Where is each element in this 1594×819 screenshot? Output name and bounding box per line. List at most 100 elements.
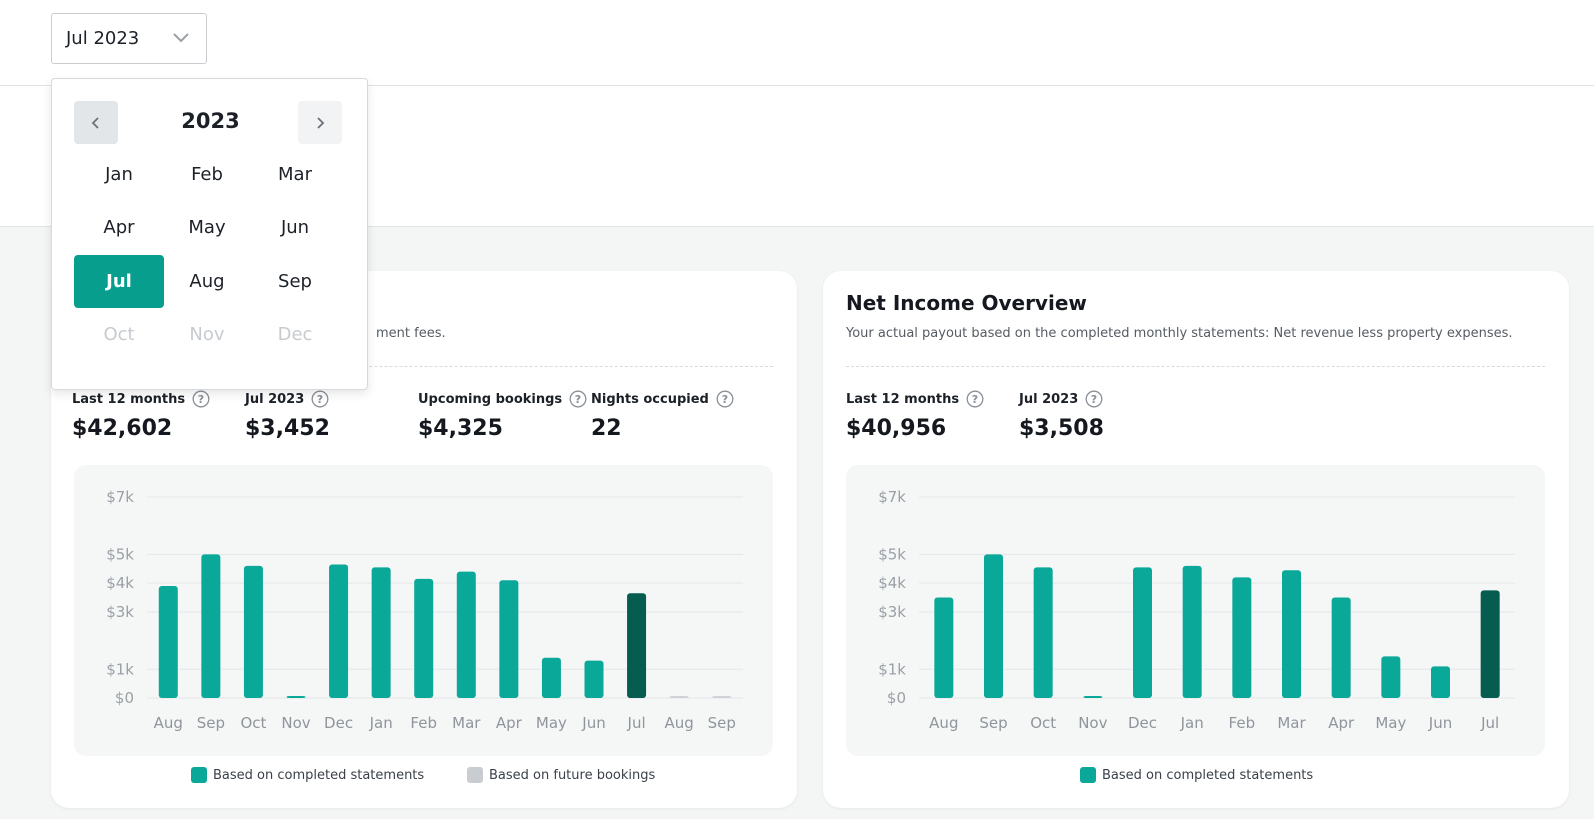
card-title: Net Income Overview: [846, 291, 1087, 315]
bar-oct[interactable]: [1033, 567, 1053, 698]
previous-year-button[interactable]: [74, 101, 118, 144]
legend-item-completed: Based on completed statements: [191, 767, 424, 783]
month-option-jul[interactable]: Jul: [74, 255, 164, 308]
bar-mar[interactable]: [456, 571, 476, 698]
month-option-sep[interactable]: Sep: [278, 271, 312, 292]
x-tick-label: Oct: [240, 714, 266, 732]
legend-label: Based on completed statements: [1102, 767, 1314, 783]
month-option-aug[interactable]: Aug: [189, 271, 225, 292]
bar-oct[interactable]: [243, 565, 263, 698]
legend-swatch: [467, 767, 483, 783]
svg-text:?: ?: [575, 393, 581, 406]
bar-apr[interactable]: [499, 580, 519, 698]
stat-last-12-months: Last 12 months ? $40,956: [846, 390, 984, 441]
stat-upcoming-bookings: Upcoming bookings ? $4,325: [418, 390, 587, 441]
x-tick-label: Jun: [1428, 714, 1452, 732]
bar-feb[interactable]: [414, 578, 434, 698]
bar-jun[interactable]: [584, 660, 604, 698]
y-tick-label: $5k: [878, 545, 906, 563]
bar-sep[interactable]: [712, 696, 732, 698]
month-option-may[interactable]: May: [188, 217, 226, 238]
top-bar: [0, 0, 1594, 86]
stat-value: $40,956: [846, 416, 947, 441]
x-tick-label: May: [1375, 714, 1406, 732]
gross-revenue-chart: $0 $1k $3k $4k $5k $7k Aug Sep Oct Nov Dec Jan Feb Ma…: [74, 465, 773, 756]
bar-jan[interactable]: [371, 567, 391, 698]
bar-aug[interactable]: [158, 586, 178, 698]
bar-chart-svg: $0 $1k $3k $4k $5k $7k Aug Sep Oct Nov Dec Jan Feb Ma…: [878, 488, 1515, 732]
bar-jul[interactable]: [627, 593, 647, 698]
stat-value: $3,508: [1019, 416, 1104, 441]
x-tick-label: Oct: [1030, 714, 1056, 732]
bar-aug[interactable]: [669, 696, 689, 698]
svg-text:?: ?: [722, 393, 728, 406]
month-option-jan[interactable]: Jan: [105, 164, 133, 185]
x-tick-label: Nov: [1078, 714, 1107, 732]
x-tick-label: Jan: [1180, 714, 1204, 732]
bar-sep[interactable]: [984, 554, 1003, 698]
y-tick-label: $5k: [106, 545, 134, 563]
stat-label: Last 12 months: [72, 391, 186, 407]
y-tick-label: $0: [887, 689, 906, 707]
x-tick-label: Sep: [197, 714, 225, 732]
bar-nov[interactable]: [1083, 696, 1103, 698]
gross-revenue-card: ment fees. Last 12 months ? $42,602 Jul …: [51, 271, 797, 808]
x-tick-label: Sep: [979, 714, 1007, 732]
help-icon[interactable]: ?: [569, 390, 587, 408]
stat-value: $4,325: [418, 416, 503, 441]
y-tick-label: $3k: [878, 603, 906, 621]
month-picker: 2023 Jan Feb Mar Apr May Jun Jul Aug Sep Oct Nov De…: [51, 78, 368, 390]
bar-nov[interactable]: [286, 696, 306, 698]
month-option-apr[interactable]: Apr: [103, 217, 135, 238]
x-tick-label: Apr: [496, 714, 523, 732]
x-tick-label: Apr: [1328, 714, 1355, 732]
svg-text:?: ?: [198, 393, 204, 406]
x-tick-label: Dec: [1128, 714, 1157, 732]
y-tick-label: $7k: [106, 488, 134, 506]
month-option-jun[interactable]: Jun: [280, 217, 310, 238]
legend-swatch: [1080, 767, 1096, 783]
card-subtitle: Your actual payout based on the complete…: [846, 326, 1513, 341]
help-icon[interactable]: ?: [192, 390, 210, 408]
month-select[interactable]: Jul 2023: [51, 13, 207, 64]
bar-jul[interactable]: [1480, 590, 1500, 698]
y-tick-label: $1k: [106, 660, 134, 678]
y-tick-label: $4k: [106, 574, 134, 592]
legend-label: Based on completed statements: [213, 767, 425, 783]
card-subtitle: ment fees.: [376, 326, 446, 341]
stat-value: 22: [591, 416, 622, 441]
net-income-chart: $0 $1k $3k $4k $5k $7k Aug Sep Oct Nov Dec Jan Feb Ma…: [846, 465, 1545, 756]
help-icon[interactable]: ?: [716, 390, 734, 408]
y-tick-label: $0: [115, 689, 134, 707]
stat-label: Upcoming bookings: [418, 391, 563, 407]
bar-aug[interactable]: [934, 597, 954, 699]
legend-label: Based on future bookings: [489, 767, 656, 783]
bar-mar[interactable]: [1282, 570, 1301, 698]
bar-may[interactable]: [1381, 656, 1401, 698]
bar-apr[interactable]: [1331, 597, 1351, 699]
stat-current-month: Jul 2023 ? $3,508: [1019, 390, 1104, 441]
help-icon[interactable]: ?: [311, 390, 329, 408]
bar-dec[interactable]: [1133, 567, 1152, 698]
x-tick-label: Jun: [581, 714, 605, 732]
bar-dec[interactable]: [329, 564, 349, 698]
month-option-feb[interactable]: Feb: [191, 164, 223, 185]
help-icon[interactable]: ?: [966, 390, 984, 408]
bar-sep[interactable]: [201, 554, 221, 698]
bar-jan[interactable]: [1182, 565, 1202, 698]
x-tick-label: Jul: [627, 714, 646, 732]
x-tick-label: May: [536, 714, 567, 732]
stat-current-month: Jul 2023 ? $3,452: [245, 390, 330, 441]
month-select-value: Jul 2023: [66, 28, 140, 49]
bar-feb[interactable]: [1232, 577, 1252, 698]
help-icon[interactable]: ?: [1085, 390, 1103, 408]
next-year-button[interactable]: [298, 101, 342, 144]
x-tick-label: Mar: [452, 714, 481, 732]
x-tick-label: Nov: [281, 714, 310, 732]
picker-year: 2023: [181, 109, 240, 133]
bar-jun[interactable]: [1431, 666, 1450, 698]
month-option-dec: Dec: [277, 324, 313, 345]
chevron-down-icon: [173, 33, 189, 43]
month-option-mar[interactable]: Mar: [278, 164, 312, 185]
bar-may[interactable]: [541, 657, 561, 698]
